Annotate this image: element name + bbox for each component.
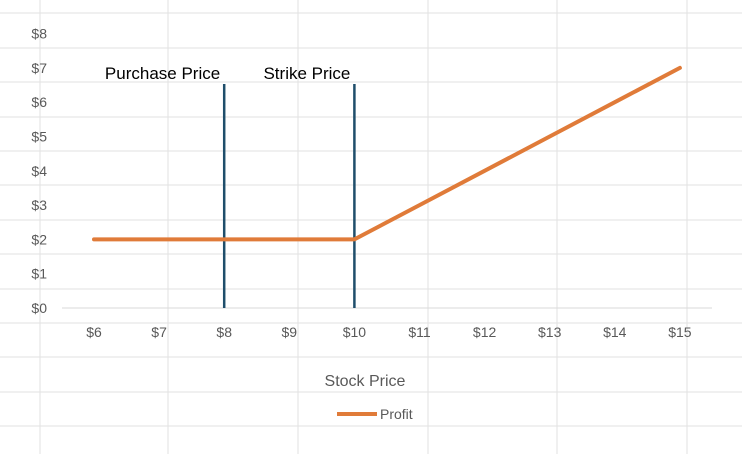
series-line-profit [92,65,682,242]
series-layer [92,65,682,242]
y-tick-label: $1 [31,266,47,282]
y-tick-labels: $0 $1 $2 $3 $4 $5 $6 $7 $8 [31,26,47,316]
x-tick-label: $12 [473,324,497,340]
y-tick-label: $6 [31,94,47,110]
annotation-label: Purchase Price [105,64,220,83]
x-tick-labels: $6 $7 $8 $9 $10 $11 $12 $13 $14 $15 [86,324,692,340]
x-axis-title: Stock Price [325,373,406,390]
x-tick-label: $11 [408,324,431,340]
y-tick-label: $7 [31,60,47,76]
annotations: Purchase Price Strike Price [105,64,356,308]
x-tick-label: $9 [282,324,298,340]
x-tick-label: $7 [151,324,167,340]
y-tick-label: $4 [31,163,47,179]
y-tick-label: $5 [31,129,47,145]
x-tick-label: $6 [86,324,102,340]
y-tick-label: $3 [31,197,47,213]
y-tick-label: $0 [31,300,47,316]
legend-label-profit: Profit [380,406,413,422]
y-tick-label: $2 [31,231,47,247]
x-tick-label: $15 [668,324,692,340]
legend: Profit [337,406,413,422]
x-tick-label: $10 [343,324,367,340]
annotation-label: Strike Price [263,64,350,83]
x-tick-label: $14 [603,324,627,340]
y-tick-label: $8 [31,26,47,42]
x-tick-label: $8 [216,324,232,340]
x-tick-label: $13 [538,324,562,340]
